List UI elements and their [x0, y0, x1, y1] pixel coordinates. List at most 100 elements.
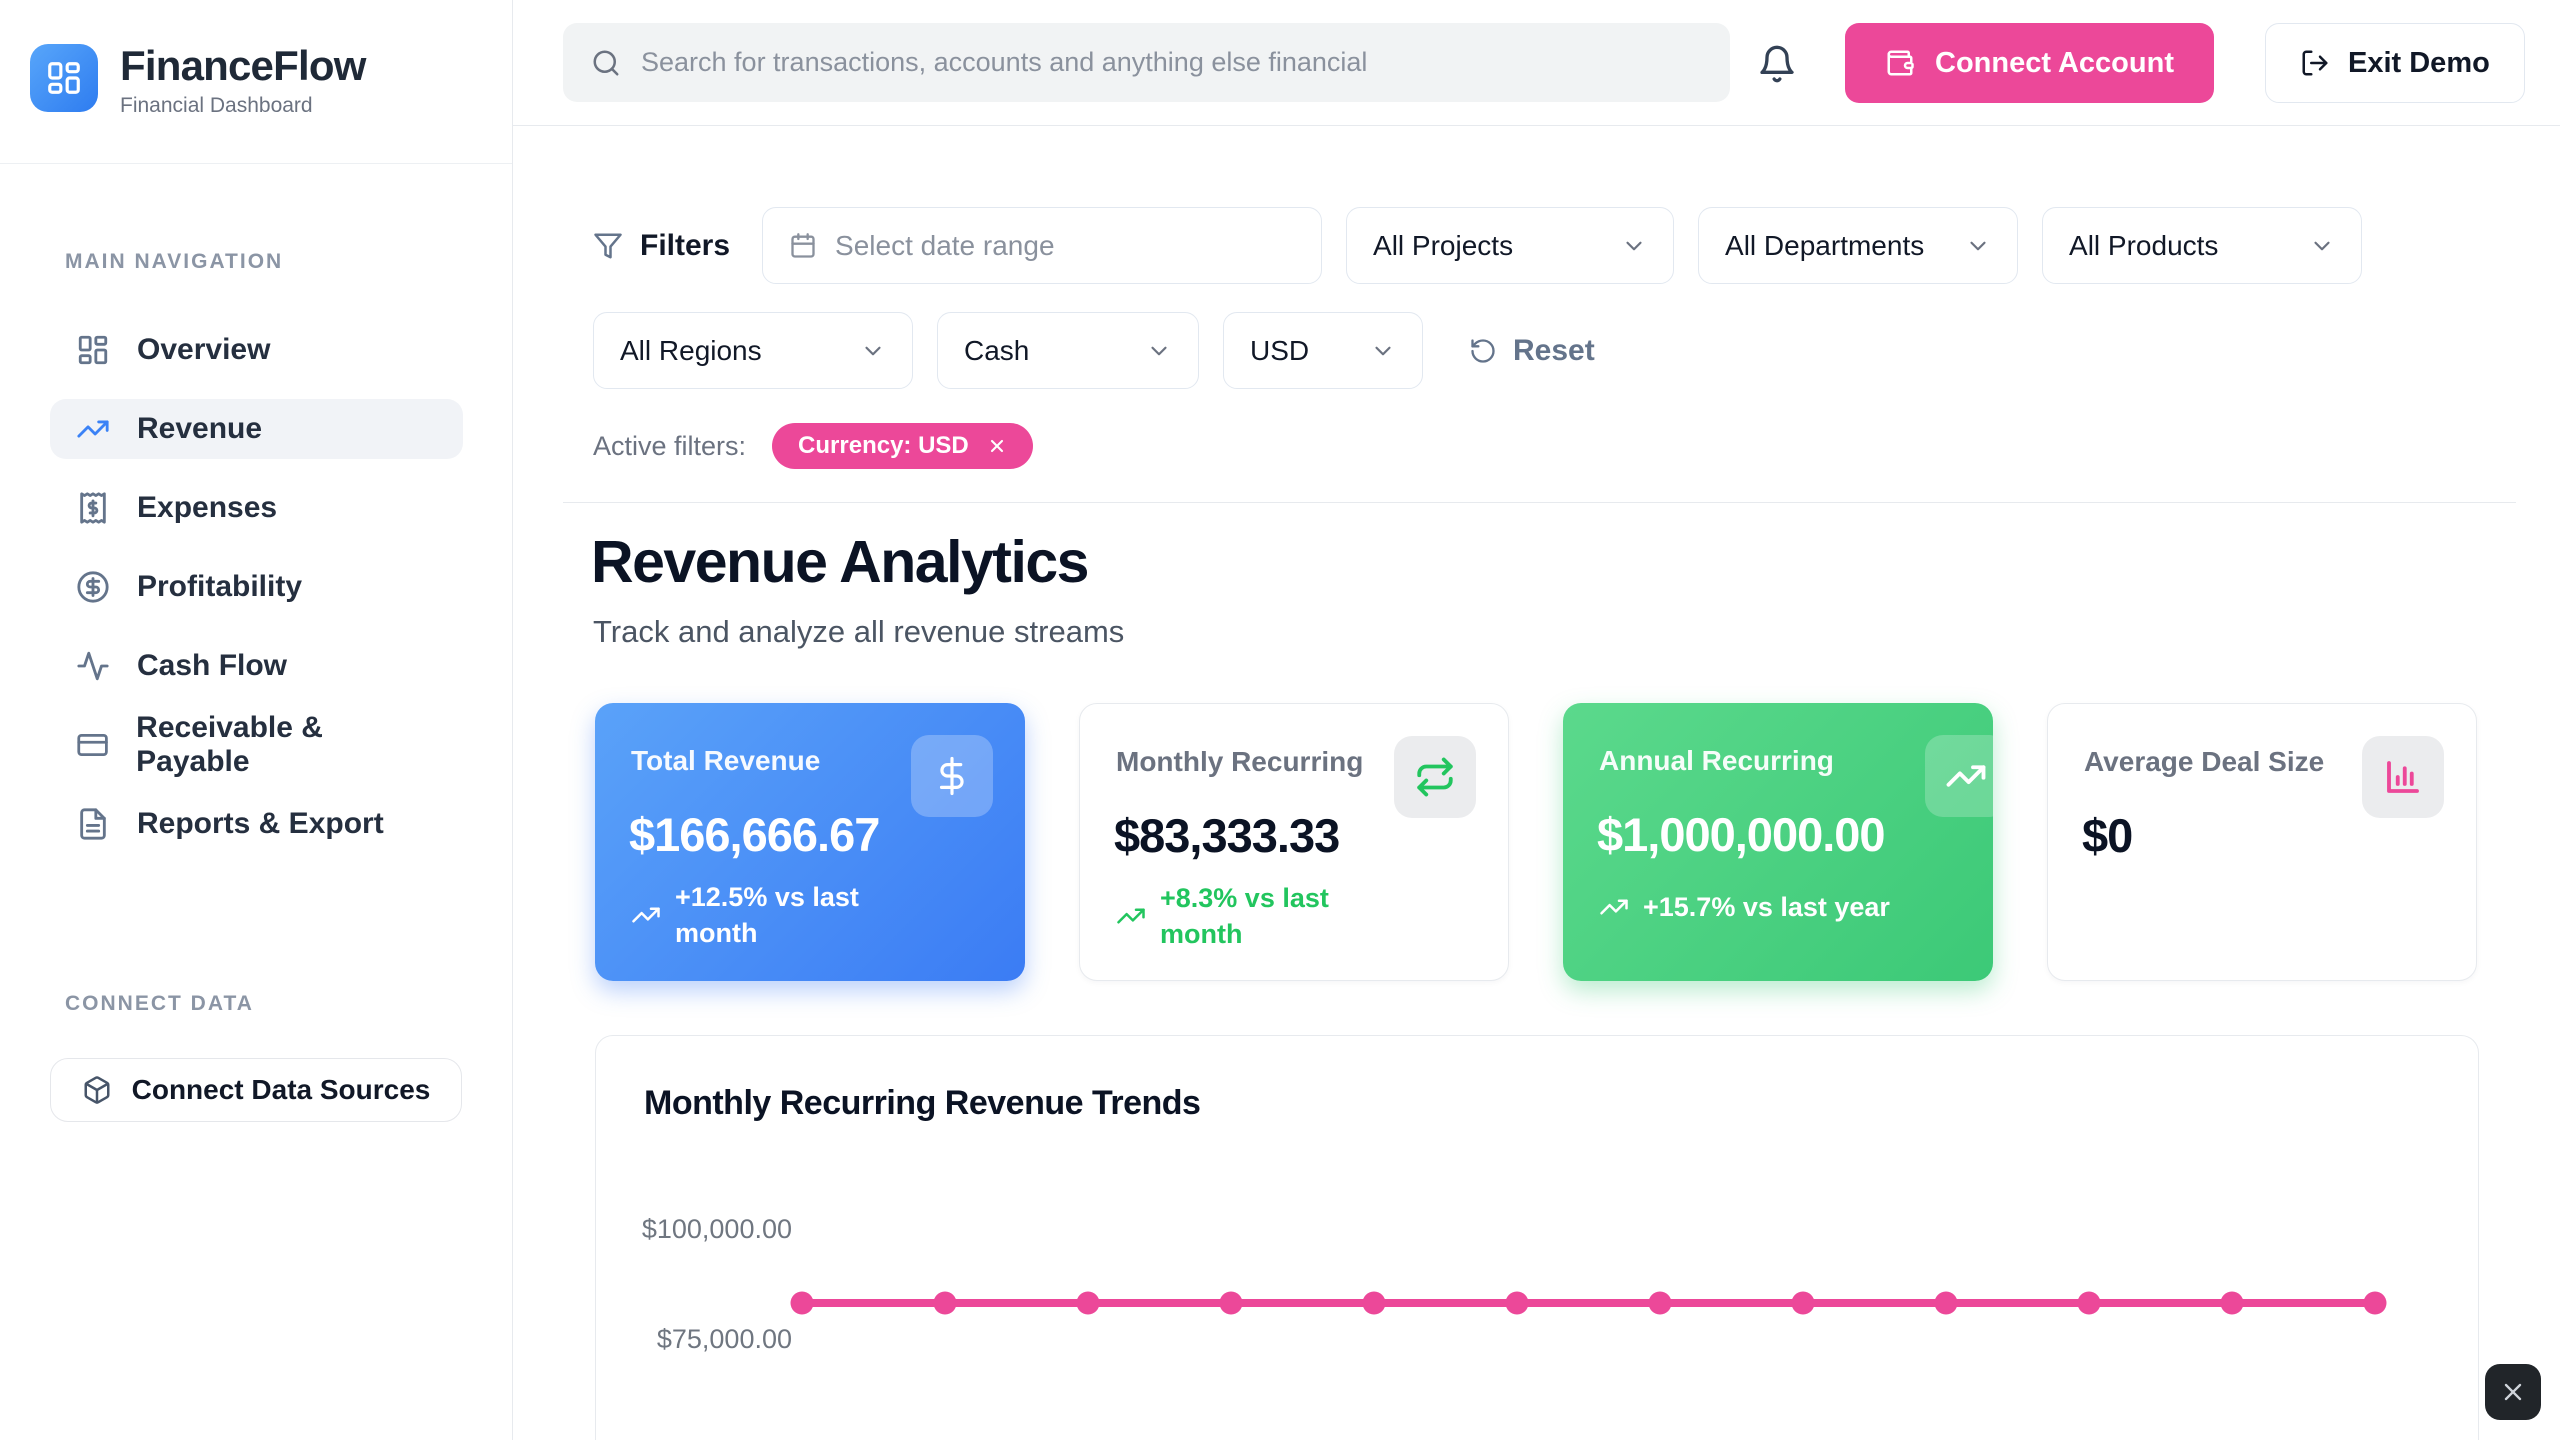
sidebar-item-reports-export[interactable]: Reports & Export: [50, 794, 463, 854]
sidebar-item-profitability[interactable]: Profitability: [50, 557, 463, 617]
layout-dashboard-icon: [76, 333, 110, 367]
sidebar-item-expenses[interactable]: Expenses: [50, 478, 463, 538]
sidebar-item-revenue[interactable]: Revenue: [50, 399, 463, 459]
metric-value: $83,333.33: [1114, 809, 1340, 862]
calendar-icon: [789, 232, 817, 260]
circle-dollar-icon: [76, 570, 110, 604]
app-subtitle: Financial Dashboard: [120, 94, 313, 118]
log-out-icon: [2300, 48, 2330, 78]
y-axis-tick: $75,000.00: [656, 1324, 792, 1354]
connect-data-sources-button[interactable]: Connect Data Sources: [50, 1058, 462, 1122]
chart-data-point[interactable]: [1934, 1291, 1958, 1315]
search-input[interactable]: [641, 47, 1702, 78]
metric-change: +15.7% vs last year: [1599, 889, 1890, 925]
chart-data-point[interactable]: [2220, 1291, 2244, 1315]
metric-change: +8.3% vs last month: [1116, 880, 1406, 953]
chart-data-point[interactable]: [2077, 1291, 2101, 1315]
trending-up-icon: [1116, 901, 1146, 931]
filters-title: Filters: [593, 229, 730, 263]
metric-label: Average Deal Size: [2084, 746, 2325, 777]
sidebar-item-receivable-payable[interactable]: Receivable & Payable: [50, 711, 463, 778]
close-icon: [2499, 1378, 2527, 1406]
departments-select[interactable]: All Departments: [1698, 207, 2019, 284]
metric-change-text: +8.3% vs last month: [1160, 883, 1329, 950]
sidebar-item-label: Reports & Export: [137, 807, 384, 840]
bar-chart-icon: [2362, 736, 2444, 818]
page-subtitle: Track and analyze all revenue streams: [593, 614, 1125, 649]
filters-row-2: All Regions Cash USD Reset: [593, 312, 1595, 389]
main-content: Filters All Projects All Departments All…: [513, 126, 2560, 1440]
metric-card-monthly-recurring: Monthly Recurring $83,333.33 +8.3% vs la…: [1079, 703, 1509, 981]
rotate-ccw-icon: [1469, 337, 1497, 365]
filters-label: Filters: [640, 228, 731, 262]
metric-value: $1,000,000.00: [1597, 808, 1886, 861]
revenue-trend-line: [802, 1299, 2375, 1307]
metric-label: Total Revenue: [631, 745, 821, 776]
metric-card-total-revenue: Total Revenue $166,666.67 +12.5% vs last…: [595, 703, 1025, 981]
currency-chip-label: Currency: USD: [798, 432, 969, 459]
sidebar-item-label: Expenses: [137, 491, 278, 524]
metric-label: Monthly Recurring: [1116, 746, 1364, 777]
chart-data-point[interactable]: [790, 1291, 814, 1315]
sidebar-item-label: Cash Flow: [137, 649, 288, 682]
nav-section-heading: MAIN NAVIGATION: [65, 250, 284, 273]
connect-account-button[interactable]: Connect Account: [1845, 23, 2214, 103]
connect-data-heading: CONNECT DATA: [65, 992, 254, 1015]
reset-filters-button[interactable]: Reset: [1469, 334, 1595, 368]
sidebar-item-cash-flow[interactable]: Cash Flow: [50, 636, 463, 696]
reset-label: Reset: [1513, 333, 1595, 367]
chart-data-point[interactable]: [1076, 1291, 1100, 1315]
chart-data-point[interactable]: [1648, 1291, 1672, 1315]
date-range-input[interactable]: [835, 229, 1296, 262]
file-text-icon: [76, 807, 110, 841]
date-range-field[interactable]: [762, 207, 1323, 284]
chart-data-point[interactable]: [2363, 1291, 2387, 1315]
metric-change-text: +12.5% vs last month: [675, 882, 859, 949]
currency-select[interactable]: USD: [1223, 312, 1423, 389]
sidebar-item-label: Receivable & Payable: [136, 711, 323, 778]
departments-select-value: All Departments: [1725, 229, 1925, 261]
sidebar-item-overview[interactable]: Overview: [50, 320, 463, 380]
chart-data-point[interactable]: [1219, 1291, 1243, 1315]
regions-select[interactable]: All Regions: [593, 312, 913, 389]
activity-icon: [76, 649, 110, 683]
search-box[interactable]: [563, 23, 1730, 102]
page-title: Revenue Analytics: [591, 529, 1089, 595]
currency-select-value: USD: [1250, 334, 1310, 366]
metric-label: Annual Recurring: [1599, 745, 1834, 776]
close-icon[interactable]: [987, 436, 1007, 456]
products-select[interactable]: All Products: [2042, 207, 2363, 284]
chart-card: Monthly Recurring Revenue Trends $100,00…: [595, 1035, 2479, 1440]
regions-select-value: All Regions: [620, 334, 762, 366]
search-icon: [591, 48, 621, 78]
chevron-down-icon: [2309, 233, 2335, 259]
metric-change: +12.5% vs last month: [631, 879, 921, 952]
notifications-bell-icon[interactable]: [1757, 44, 1797, 84]
chart-title: Monthly Recurring Revenue Trends: [644, 1084, 1201, 1122]
payment-method-select[interactable]: Cash: [937, 312, 1199, 389]
chevron-down-icon: [1965, 233, 1991, 259]
exit-demo-label: Exit Demo: [2348, 46, 2490, 79]
close-overlay-button[interactable]: [2485, 1364, 2541, 1420]
projects-select[interactable]: All Projects: [1346, 207, 1675, 284]
chart-data-point[interactable]: [1362, 1291, 1386, 1315]
exit-demo-button[interactable]: Exit Demo: [2265, 23, 2525, 103]
repeat-icon: [1394, 736, 1476, 818]
connect-data-sources-label: Connect Data Sources: [131, 1074, 431, 1105]
chart-data-point[interactable]: [933, 1291, 957, 1315]
chart-data-point[interactable]: [1791, 1291, 1815, 1315]
currency-filter-chip[interactable]: Currency: USD: [772, 423, 1033, 469]
filter-funnel-icon: [593, 231, 623, 261]
credit-card-icon: [76, 728, 109, 762]
connect-account-label: Connect Account: [1935, 46, 2174, 79]
chart-data-point[interactable]: [1505, 1291, 1529, 1315]
metric-change-text: +15.7% vs last year: [1643, 892, 1890, 922]
sidebar-item-label: Overview: [137, 333, 271, 366]
chevron-down-icon: [1146, 338, 1172, 364]
brand: FinanceFlow Financial Dashboard: [30, 43, 366, 118]
dollar-sign-icon: [911, 735, 993, 817]
app-logo-icon: [30, 44, 98, 112]
active-filters-label: Active filters:: [593, 430, 747, 461]
sidebar-divider: [0, 163, 512, 164]
sidebar-item-label: Profitability: [137, 570, 303, 603]
